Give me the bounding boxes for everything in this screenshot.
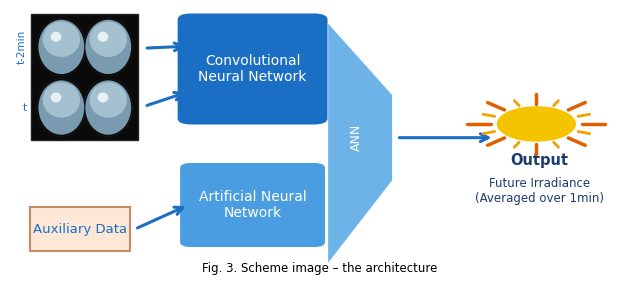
Ellipse shape xyxy=(84,79,132,137)
Ellipse shape xyxy=(43,82,80,118)
Ellipse shape xyxy=(43,22,80,57)
Text: t-2min: t-2min xyxy=(17,30,26,64)
FancyBboxPatch shape xyxy=(178,14,328,124)
Ellipse shape xyxy=(38,80,84,135)
Ellipse shape xyxy=(85,80,131,135)
Ellipse shape xyxy=(51,92,61,102)
Text: Output: Output xyxy=(511,153,568,168)
Circle shape xyxy=(497,107,575,141)
Text: Artificial Neural
Network: Artificial Neural Network xyxy=(198,190,307,220)
Ellipse shape xyxy=(51,32,61,42)
Ellipse shape xyxy=(38,20,84,74)
Ellipse shape xyxy=(90,82,127,118)
Ellipse shape xyxy=(97,32,108,42)
Ellipse shape xyxy=(37,79,86,137)
FancyBboxPatch shape xyxy=(31,14,138,140)
Ellipse shape xyxy=(84,18,132,76)
Text: Future Irradiance
(Averaged over 1min): Future Irradiance (Averaged over 1min) xyxy=(475,177,604,205)
FancyBboxPatch shape xyxy=(30,207,130,251)
Polygon shape xyxy=(328,24,392,263)
Ellipse shape xyxy=(37,18,86,76)
Text: Convolutional
Neural Network: Convolutional Neural Network xyxy=(198,54,307,84)
Ellipse shape xyxy=(90,22,127,57)
Text: ANN: ANN xyxy=(350,124,363,151)
FancyBboxPatch shape xyxy=(180,163,325,247)
Text: t: t xyxy=(22,103,26,113)
Text: Fig. 3. Scheme image – the architecture: Fig. 3. Scheme image – the architecture xyxy=(202,262,438,275)
Ellipse shape xyxy=(97,92,108,102)
Text: Auxiliary Data: Auxiliary Data xyxy=(33,223,127,236)
Ellipse shape xyxy=(85,20,131,74)
